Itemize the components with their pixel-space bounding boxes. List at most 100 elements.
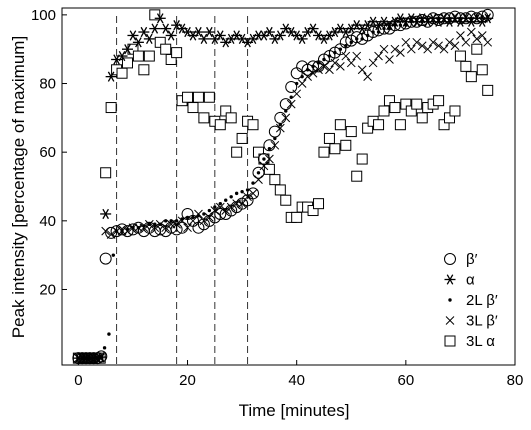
- data-point: [274, 184, 286, 196]
- data-point: [213, 205, 217, 209]
- data-point: [305, 68, 310, 72]
- data-point: [192, 91, 204, 103]
- data-point: [136, 225, 141, 230]
- data-point: [323, 132, 335, 144]
- data-point: [245, 188, 250, 192]
- series-asterisk: [72, 13, 494, 364]
- data-point: [294, 81, 299, 86]
- data-point: [169, 219, 173, 223]
- data-point: [131, 225, 135, 230]
- data-point: [483, 37, 493, 47]
- x-tick-label: 40: [288, 372, 305, 389]
- data-point: [207, 208, 212, 213]
- data-point: [114, 229, 119, 233]
- data-point: [180, 217, 184, 221]
- data-point: [263, 26, 275, 38]
- data-point: [456, 31, 465, 40]
- data-point: [153, 222, 157, 226]
- data-point: [398, 23, 403, 27]
- legend-marker-circle: [444, 253, 456, 265]
- data-point: [107, 332, 111, 336]
- legend-label: 3L β′: [466, 313, 498, 330]
- data-point: [229, 195, 233, 199]
- data-point: [338, 47, 343, 51]
- data-point: [368, 58, 378, 68]
- data-point: [252, 166, 265, 179]
- data-point: [374, 51, 383, 61]
- data-point: [480, 14, 484, 19]
- data-point: [394, 119, 406, 131]
- legend-label: α: [466, 272, 475, 289]
- data-point: [116, 67, 128, 79]
- data-point: [182, 91, 194, 103]
- data-point: [482, 84, 494, 96]
- data-point: [214, 207, 227, 220]
- data-point: [285, 80, 298, 93]
- data-point: [445, 37, 454, 47]
- data-point: [257, 153, 270, 166]
- data-point: [247, 187, 260, 200]
- data-point: [176, 221, 189, 234]
- data-point: [132, 37, 144, 48]
- data-point: [465, 71, 477, 83]
- data-point: [461, 37, 471, 47]
- data-point: [105, 102, 117, 114]
- data-point: [356, 153, 368, 165]
- data-point: [149, 23, 161, 34]
- data-point: [198, 33, 210, 45]
- data-series: [72, 8, 494, 365]
- data-point: [344, 44, 348, 48]
- data-point: [142, 224, 146, 228]
- data-point: [278, 123, 283, 127]
- data-point: [203, 26, 215, 38]
- data-point: [100, 208, 112, 220]
- data-point: [121, 44, 133, 55]
- data-point: [203, 91, 215, 103]
- data-point: [307, 60, 320, 73]
- data-point: [360, 37, 364, 41]
- data-point: [289, 95, 293, 99]
- data-point: [254, 175, 263, 184]
- data-point: [158, 222, 162, 226]
- data-point: [481, 8, 494, 21]
- data-point: [385, 55, 394, 64]
- data-point: [379, 44, 389, 54]
- data-point: [382, 26, 386, 31]
- axis-ticks: 0 20 40 60 80 20 40 60 80 100: [31, 7, 523, 389]
- data-point: [218, 201, 222, 206]
- data-point: [279, 98, 292, 111]
- data-point: [352, 51, 362, 61]
- data-point: [334, 119, 346, 131]
- data-point: [234, 191, 239, 196]
- plot-area: [61, 7, 516, 366]
- x-tick-label: 0: [74, 372, 82, 389]
- data-point: [187, 102, 199, 114]
- data-point: [121, 57, 133, 69]
- data-point: [105, 71, 117, 82]
- y-tick-label: 80: [39, 76, 56, 93]
- data-point: [482, 13, 494, 24]
- data-point: [411, 98, 423, 110]
- data-point: [138, 64, 150, 76]
- data-point: [365, 33, 370, 38]
- data-point: [191, 215, 195, 220]
- y-tick-label: 60: [39, 144, 56, 161]
- data-point: [335, 62, 345, 71]
- data-point: [147, 222, 152, 226]
- x-axis-label: Time [minutes]: [239, 401, 350, 420]
- data-point: [247, 119, 259, 131]
- data-point: [311, 64, 315, 69]
- x-tick-label: 80: [507, 372, 524, 389]
- data-point: [471, 43, 483, 55]
- data-point: [454, 50, 466, 62]
- phase-boundary-lines: [116, 16, 249, 365]
- data-point: [120, 229, 124, 233]
- data-point: [269, 174, 281, 186]
- data-point: [105, 226, 118, 239]
- data-point: [327, 54, 332, 58]
- data-point: [406, 44, 416, 54]
- legend-marker-square: [444, 335, 456, 347]
- plot-frame: [61, 7, 516, 366]
- data-point: [132, 50, 144, 62]
- data-point: [300, 74, 304, 79]
